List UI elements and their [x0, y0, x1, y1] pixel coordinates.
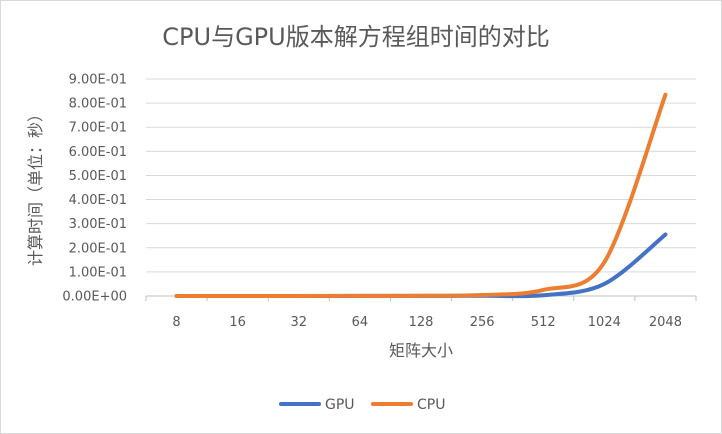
- cpu-legend-label: CPU: [417, 397, 445, 413]
- gpu-legend-label: GPU: [325, 397, 355, 413]
- y-tick-label: 8.00E-01: [69, 97, 127, 112]
- gpu-series-line: [174, 232, 668, 299]
- x-tick-label: 8: [172, 315, 180, 330]
- legend: GPU CPU: [279, 397, 445, 413]
- x-tick-label: 1024: [588, 315, 621, 330]
- y-tick-label: 2.00E-01: [69, 241, 127, 256]
- x-tick-label: 16: [229, 315, 246, 330]
- series-lines: [174, 92, 668, 299]
- y-tick-label: 0.00E+00: [62, 290, 127, 305]
- x-tick-label: 512: [531, 315, 556, 330]
- x-tick-label: 128: [409, 315, 434, 330]
- y-tick-label: 5.00E-01: [69, 169, 127, 184]
- y-tick-label: 1.00E-01: [69, 265, 127, 280]
- gridlines: [146, 78, 696, 273]
- y-tick-label: 7.00E-01: [69, 121, 127, 136]
- cpu-series-line: [174, 92, 668, 298]
- x-tick-label: 32: [291, 315, 308, 330]
- x-tick-label: 64: [352, 315, 369, 330]
- tick-labels: 0.00E+00 1.00E-01 2.00E-01 3.00E-01 4.00E-01…: [62, 73, 682, 331]
- x-axis-title: 矩阵大小: [389, 341, 453, 360]
- y-tick-label: 4.00E-01: [69, 193, 127, 208]
- y-tick-label: 6.00E-01: [69, 145, 127, 160]
- y-axis-title: 计算时间（单位：秒）: [26, 106, 45, 266]
- x-tick-label: 2048: [649, 315, 682, 330]
- chart-title: CPU与GPU版本解方程组时间的对比: [162, 23, 549, 51]
- x-tick-label: 256: [470, 315, 495, 330]
- y-tick-label: 9.00E-01: [69, 73, 127, 88]
- y-tick-label: 3.00E-01: [69, 217, 127, 232]
